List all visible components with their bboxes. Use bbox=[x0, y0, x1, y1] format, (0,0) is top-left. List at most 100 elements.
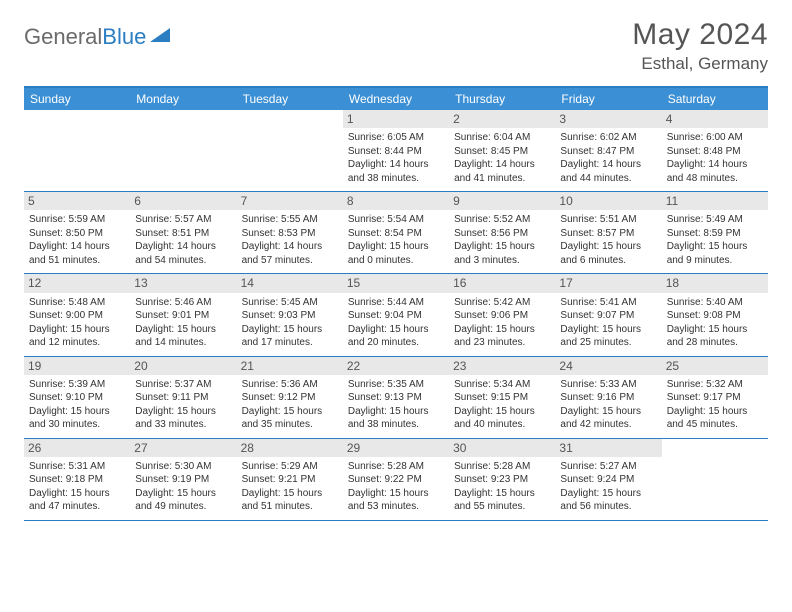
weekday-header-cell: Friday bbox=[555, 88, 661, 110]
weekday-header-cell: Monday bbox=[130, 88, 236, 110]
day-cell: 1Sunrise: 6:05 AMSunset: 8:44 PMDaylight… bbox=[343, 110, 449, 191]
day-details: Sunrise: 5:30 AMSunset: 9:19 PMDaylight:… bbox=[135, 460, 231, 514]
day-details: Sunrise: 6:04 AMSunset: 8:45 PMDaylight:… bbox=[454, 131, 550, 185]
logo-triangle-icon bbox=[150, 26, 172, 49]
week-row: 5Sunrise: 5:59 AMSunset: 8:50 PMDaylight… bbox=[24, 192, 768, 274]
day-cell: 6 Sunrise: 5:57 AMSunset: 8:51 PMDaylight… bbox=[130, 192, 236, 273]
day-details: Sunrise: 5:29 AMSunset: 9:21 PMDaylight:… bbox=[242, 460, 338, 514]
day-cell bbox=[130, 110, 236, 191]
day-details: Sunrise: 5:28 AMSunset: 9:22 PMDaylight:… bbox=[348, 460, 444, 514]
weeks-container: 1Sunrise: 6:05 AMSunset: 8:44 PMDaylight… bbox=[24, 110, 768, 521]
day-number: 31 bbox=[555, 439, 661, 457]
day-details: Sunrise: 5:57 AMSunset: 8:51 PMDaylight:… bbox=[135, 213, 231, 267]
day-cell: 30 Sunrise: 5:28 AMSunset: 9:23 PMDayligh… bbox=[449, 439, 555, 520]
day-cell bbox=[662, 439, 768, 520]
day-number: 17 bbox=[555, 274, 661, 292]
day-number: 6 bbox=[130, 192, 236, 210]
day-number: 22 bbox=[343, 357, 449, 375]
week-row: 1Sunrise: 6:05 AMSunset: 8:44 PMDaylight… bbox=[24, 110, 768, 192]
calendar: SundayMondayTuesdayWednesdayThursdayFrid… bbox=[24, 86, 768, 521]
day-details: Sunrise: 5:27 AMSunset: 9:24 PMDaylight:… bbox=[560, 460, 656, 514]
day-details: Sunrise: 5:59 AMSunset: 8:50 PMDaylight:… bbox=[29, 213, 125, 267]
day-cell: 16 Sunrise: 5:42 AMSunset: 9:06 PMDayligh… bbox=[449, 274, 555, 355]
day-number: 21 bbox=[237, 357, 343, 375]
day-details: Sunrise: 5:52 AMSunset: 8:56 PMDaylight:… bbox=[454, 213, 550, 267]
day-number: 20 bbox=[130, 357, 236, 375]
day-details: Sunrise: 5:35 AMSunset: 9:13 PMDaylight:… bbox=[348, 378, 444, 432]
weekday-header-cell: Wednesday bbox=[343, 88, 449, 110]
day-number: 25 bbox=[662, 357, 768, 375]
day-cell: 28Sunrise: 5:29 AMSunset: 9:21 PMDayligh… bbox=[237, 439, 343, 520]
weekday-header-cell: Thursday bbox=[449, 88, 555, 110]
day-number: 9 bbox=[449, 192, 555, 210]
day-cell: 13 Sunrise: 5:46 AMSunset: 9:01 PMDayligh… bbox=[130, 274, 236, 355]
day-details: Sunrise: 5:46 AMSunset: 9:01 PMDaylight:… bbox=[135, 296, 231, 350]
day-number: 4 bbox=[662, 110, 768, 128]
day-number: 10 bbox=[555, 192, 661, 210]
day-cell: 20 Sunrise: 5:37 AMSunset: 9:11 PMDayligh… bbox=[130, 357, 236, 438]
day-number: 15 bbox=[343, 274, 449, 292]
week-row: 26 Sunrise: 5:31 AMSunset: 9:18 PMDayligh… bbox=[24, 439, 768, 521]
day-details: Sunrise: 5:39 AMSunset: 9:10 PMDaylight:… bbox=[29, 378, 125, 432]
day-details: Sunrise: 5:37 AMSunset: 9:11 PMDaylight:… bbox=[135, 378, 231, 432]
day-cell: 24 Sunrise: 5:33 AMSunset: 9:16 PMDayligh… bbox=[555, 357, 661, 438]
day-cell: 27 Sunrise: 5:30 AMSunset: 9:19 PMDayligh… bbox=[130, 439, 236, 520]
day-details: Sunrise: 5:40 AMSunset: 9:08 PMDaylight:… bbox=[667, 296, 763, 350]
title-block: May 2024 Esthal, Germany bbox=[632, 18, 768, 74]
day-number: 30 bbox=[449, 439, 555, 457]
day-details: Sunrise: 5:44 AMSunset: 9:04 PMDaylight:… bbox=[348, 296, 444, 350]
day-cell bbox=[237, 110, 343, 191]
day-details: Sunrise: 5:45 AMSunset: 9:03 PMDaylight:… bbox=[242, 296, 338, 350]
day-number-empty bbox=[24, 110, 130, 128]
day-number-empty bbox=[662, 439, 768, 457]
day-cell: 2 Sunrise: 6:04 AMSunset: 8:45 PMDaylight… bbox=[449, 110, 555, 191]
day-number-empty bbox=[237, 110, 343, 128]
day-cell: 3Sunrise: 6:02 AMSunset: 8:47 PMDaylight… bbox=[555, 110, 661, 191]
day-details: Sunrise: 5:31 AMSunset: 9:18 PMDaylight:… bbox=[29, 460, 125, 514]
day-details: Sunrise: 6:00 AMSunset: 8:48 PMDaylight:… bbox=[667, 131, 763, 185]
day-cell: 7 Sunrise: 5:55 AMSunset: 8:53 PMDaylight… bbox=[237, 192, 343, 273]
day-number: 2 bbox=[449, 110, 555, 128]
day-cell: 31 Sunrise: 5:27 AMSunset: 9:24 PMDayligh… bbox=[555, 439, 661, 520]
day-number-empty bbox=[130, 110, 236, 128]
weekday-header-row: SundayMondayTuesdayWednesdayThursdayFrid… bbox=[24, 88, 768, 110]
day-details: Sunrise: 6:05 AMSunset: 8:44 PMDaylight:… bbox=[348, 131, 444, 185]
location: Esthal, Germany bbox=[632, 54, 768, 74]
day-cell: 4 Sunrise: 6:00 AMSunset: 8:48 PMDaylight… bbox=[662, 110, 768, 191]
logo-text: GeneralBlue bbox=[24, 24, 146, 50]
day-details: Sunrise: 5:34 AMSunset: 9:15 PMDaylight:… bbox=[454, 378, 550, 432]
day-cell: 8Sunrise: 5:54 AMSunset: 8:54 PMDaylight… bbox=[343, 192, 449, 273]
day-cell: 12 Sunrise: 5:48 AMSunset: 9:00 PMDayligh… bbox=[24, 274, 130, 355]
day-number: 18 bbox=[662, 274, 768, 292]
day-details: Sunrise: 5:49 AMSunset: 8:59 PMDaylight:… bbox=[667, 213, 763, 267]
month-title: May 2024 bbox=[632, 18, 768, 52]
day-number: 29 bbox=[343, 439, 449, 457]
day-cell: 15 Sunrise: 5:44 AMSunset: 9:04 PMDayligh… bbox=[343, 274, 449, 355]
day-details: Sunrise: 6:02 AMSunset: 8:47 PMDaylight:… bbox=[560, 131, 656, 185]
day-number: 16 bbox=[449, 274, 555, 292]
day-number: 19 bbox=[24, 357, 130, 375]
day-cell: 26 Sunrise: 5:31 AMSunset: 9:18 PMDayligh… bbox=[24, 439, 130, 520]
day-number: 24 bbox=[555, 357, 661, 375]
day-cell: 22 Sunrise: 5:35 AMSunset: 9:13 PMDayligh… bbox=[343, 357, 449, 438]
weekday-header-cell: Saturday bbox=[662, 88, 768, 110]
day-cell: 14Sunrise: 5:45 AMSunset: 9:03 PMDayligh… bbox=[237, 274, 343, 355]
day-number: 13 bbox=[130, 274, 236, 292]
week-row: 12 Sunrise: 5:48 AMSunset: 9:00 PMDayligh… bbox=[24, 274, 768, 356]
day-details: Sunrise: 5:48 AMSunset: 9:00 PMDaylight:… bbox=[29, 296, 125, 350]
day-details: Sunrise: 5:32 AMSunset: 9:17 PMDaylight:… bbox=[667, 378, 763, 432]
day-cell: 23Sunrise: 5:34 AMSunset: 9:15 PMDayligh… bbox=[449, 357, 555, 438]
day-number: 7 bbox=[237, 192, 343, 210]
day-cell bbox=[24, 110, 130, 191]
day-cell: 19 Sunrise: 5:39 AMSunset: 9:10 PMDayligh… bbox=[24, 357, 130, 438]
day-details: Sunrise: 5:54 AMSunset: 8:54 PMDaylight:… bbox=[348, 213, 444, 267]
day-details: Sunrise: 5:55 AMSunset: 8:53 PMDaylight:… bbox=[242, 213, 338, 267]
day-number: 27 bbox=[130, 439, 236, 457]
weekday-header-cell: Sunday bbox=[24, 88, 130, 110]
day-number: 26 bbox=[24, 439, 130, 457]
day-cell: 18 Sunrise: 5:40 AMSunset: 9:08 PMDayligh… bbox=[662, 274, 768, 355]
day-details: Sunrise: 5:42 AMSunset: 9:06 PMDaylight:… bbox=[454, 296, 550, 350]
day-details: Sunrise: 5:33 AMSunset: 9:16 PMDaylight:… bbox=[560, 378, 656, 432]
day-details: Sunrise: 5:28 AMSunset: 9:23 PMDaylight:… bbox=[454, 460, 550, 514]
day-number: 12 bbox=[24, 274, 130, 292]
